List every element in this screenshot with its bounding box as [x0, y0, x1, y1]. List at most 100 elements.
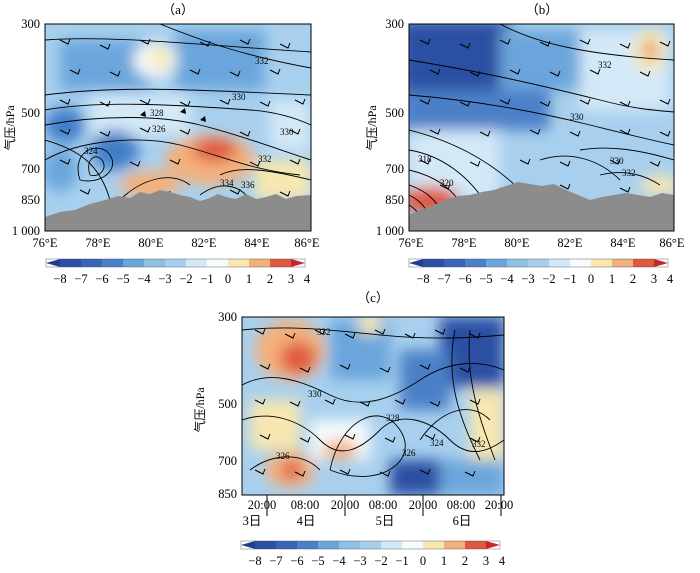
colorbar-tick: 3	[651, 272, 657, 286]
panel-b-contour-label: 330	[610, 156, 624, 166]
panel-a-x-tick: 82°E	[191, 236, 216, 250]
colorbar-tick: 0	[588, 272, 594, 286]
panel-a-x-tick: 84°E	[244, 236, 269, 250]
colorbar-tick: −2	[374, 554, 387, 568]
colorbar-tick: −1	[200, 272, 213, 286]
panel-a: （a）	[2, 2, 320, 286]
colorbar-tick: 4	[667, 272, 674, 286]
panel-b-y-tick: 1 000	[376, 224, 404, 238]
panel-b-x-tick: 86°E	[659, 236, 684, 250]
colorbar-tick: −4	[332, 554, 346, 568]
panel-a-contour-label: 332	[258, 154, 272, 164]
panel-b-contour-label: 332	[598, 60, 612, 70]
panel-a-field	[45, 24, 311, 231]
colorbar-tick: −5	[479, 272, 492, 286]
panel-a-y-axis: 300 500 700 850 1 000 气压/hPa	[2, 17, 40, 238]
panel-b-x-tick: 76°E	[398, 236, 423, 250]
panel-b-field	[409, 24, 674, 231]
panel-a-contour-label: 324	[84, 146, 98, 156]
panel-c-field	[242, 317, 504, 495]
panel-c-time-tick: 08:00	[291, 498, 319, 512]
colorbar-tick: −6	[95, 272, 108, 286]
panel-b-y-tick: 300	[385, 17, 404, 31]
colorbar-tick: −8	[416, 272, 429, 286]
colorbar-tick: 2	[462, 554, 468, 568]
panel-b-y-label: 气压/hPa	[364, 105, 379, 151]
panel-b-terrain	[409, 182, 674, 231]
panel-c-time-tick: 20:00	[331, 498, 359, 512]
panel-a-contour-label: 334	[220, 178, 234, 188]
panel-c-y-tick: 850	[218, 487, 237, 501]
panel-c-contour-label: 324	[430, 438, 444, 448]
panel-b-contour-label: 318	[418, 154, 432, 164]
colorbar-tick: −8	[53, 272, 66, 286]
panel-c-contour-label: 330	[308, 389, 322, 399]
colorbar-tick: −3	[158, 272, 171, 286]
panel-a-terrain	[45, 190, 311, 231]
panel-c-day-label: 3日	[243, 514, 262, 528]
colorbar-tick: −8	[248, 554, 261, 568]
panel-c-y-axis: 300 500 700 850 气压/hPa	[192, 310, 237, 501]
colorbar-tick: 2	[267, 272, 273, 286]
panel-b-y-tick: 850	[385, 193, 404, 207]
colorbar-tick: −6	[458, 272, 471, 286]
panel-b-x-tick: 82°E	[557, 236, 582, 250]
colorbar-tick: −1	[563, 272, 576, 286]
panel-c-x-ticks: 20:00 08:00 20:00 08:00 20:00 08:00 20:0…	[243, 498, 514, 528]
panel-a-y-tick: 300	[21, 17, 40, 31]
panel-c-contour-label: 326	[276, 451, 290, 461]
panel-a-y-tick: 500	[21, 106, 40, 120]
panel-a-contour-label: 330	[232, 92, 246, 102]
colorbar-tick: 0	[225, 272, 231, 286]
panel-b-label: （b）	[526, 2, 559, 17]
panel-a-y-tick: 1 000	[12, 224, 40, 238]
panel-c-y-tick: 500	[218, 397, 237, 411]
colorbar-tick: −1	[395, 554, 408, 568]
panel-c: （c）	[192, 290, 513, 568]
panel-a-contour-label: 336	[241, 180, 255, 190]
colorbar-tick: −4	[137, 272, 151, 286]
panel-a-x-tick: 86°E	[294, 236, 319, 250]
panel-c-label: （c）	[357, 290, 389, 305]
panel-c-colorbar: −8 −7 −6 −5 −4 −3 −2 −1 0 1 2 3 4	[240, 540, 506, 568]
panel-c-contour-label: 328	[386, 413, 400, 423]
panel-c-contour-label: 332	[472, 439, 486, 449]
panel-a-x-tick: 78°E	[85, 236, 110, 250]
panel-c-day-label: 6日	[453, 514, 472, 528]
panel-c-day-label: 4日	[297, 514, 316, 528]
colorbar-tick: −6	[290, 554, 303, 568]
panel-a-label: （a）	[162, 2, 194, 17]
panel-c-y-tick: 300	[218, 310, 237, 324]
panel-c-contour-label: 332	[317, 327, 331, 337]
colorbar-tick: −7	[269, 554, 282, 568]
panel-b-colorbar: −8 −7 −6 −5 −4 −3 −2 −1 0 1 2 3 4	[408, 258, 674, 286]
panel-c-time-tick: 08:00	[447, 498, 475, 512]
colorbar-tick: 4	[304, 272, 311, 286]
panel-c-time-tick: 20:00	[485, 498, 513, 512]
colorbar-tick: −2	[542, 272, 555, 286]
panel-b-x-tick: 84°E	[610, 236, 635, 250]
panel-c-time-tick: 20:00	[248, 498, 276, 512]
panel-a-x-tick: 80°E	[138, 236, 163, 250]
colorbar-tick: 2	[630, 272, 636, 286]
panel-b-y-tick: 500	[385, 106, 404, 120]
panel-b-x-tick: 80°E	[504, 236, 529, 250]
colorbar-tick: 0	[420, 554, 426, 568]
panel-b: （b）	[364, 2, 685, 286]
panel-b-contour-label: 332	[622, 168, 636, 178]
panel-c-time-tick: 08:00	[369, 498, 397, 512]
colorbar-tick: −2	[179, 272, 192, 286]
panel-b-x-axis: 76°E 78°E 80°E 82°E 84°E 86°E	[398, 236, 684, 250]
colorbar-tick: 4	[499, 554, 506, 568]
colorbar-tick: −5	[116, 272, 129, 286]
colorbar-tick: −3	[521, 272, 534, 286]
colorbar-tick: −3	[353, 554, 366, 568]
panel-b-y-tick: 700	[385, 162, 404, 176]
panel-a-contour-label: 330	[280, 127, 294, 137]
panel-a-x-axis: 76°E 78°E 80°E 82°E 84°E 86°E	[32, 236, 319, 250]
panel-a-contour-label: 328	[150, 108, 164, 118]
panel-a-y-tick: 700	[21, 162, 40, 176]
panel-a-y-label: 气压/hPa	[2, 105, 17, 151]
colorbar-tick: 3	[483, 554, 489, 568]
